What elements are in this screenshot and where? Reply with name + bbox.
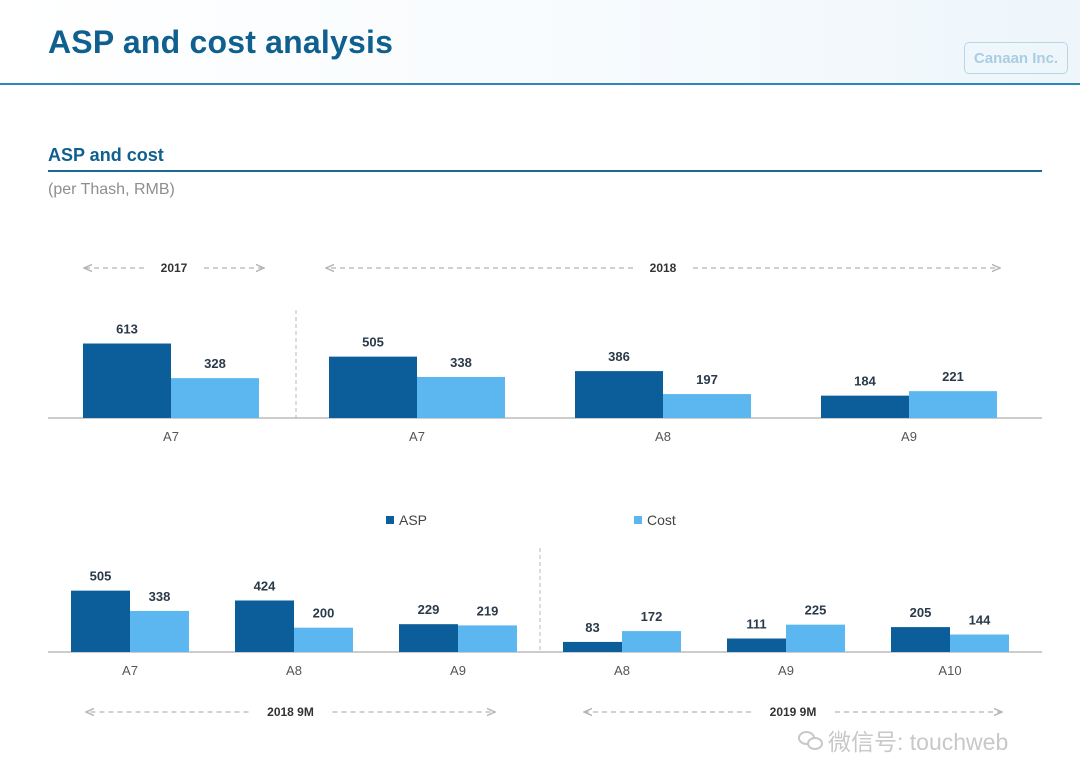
data-label-cost-a7: 338 — [149, 589, 171, 604]
wechat-watermark: 微信号: touchweb — [798, 723, 1008, 757]
data-label-asp-a9: 229 — [418, 602, 440, 617]
category-label-a8: A8 — [286, 663, 302, 678]
watermark-text: 微信号: touchweb — [828, 729, 1009, 755]
bar-cost-a9 — [458, 625, 517, 652]
legend-cost-swatch — [634, 516, 642, 524]
wechat-icon — [798, 729, 824, 751]
data-label-cost-a8: 200 — [313, 606, 335, 621]
category-label-a9: A9 — [778, 663, 794, 678]
legend-cost: Cost — [634, 512, 676, 528]
legend-asp-label: ASP — [399, 512, 428, 528]
bar-asp-a7 — [329, 356, 417, 418]
data-label-asp-a7: 505 — [90, 569, 112, 584]
data-label-asp-a8: 386 — [608, 349, 630, 364]
unit-label: (per Thash, RMB) — [48, 181, 175, 198]
category-label-a8: A8 — [614, 663, 630, 678]
header-divider — [0, 83, 1080, 85]
data-label-cost-a7: 338 — [450, 355, 472, 370]
data-label-cost-a7: 328 — [204, 356, 226, 371]
category-label-a10: A10 — [938, 663, 961, 678]
bar-asp-a10 — [891, 627, 950, 652]
data-label-asp-a7: 505 — [362, 335, 384, 350]
period-label-2019-9m: 2019 9M — [770, 705, 817, 719]
category-label-a9: A9 — [901, 429, 917, 444]
data-label-cost-a9: 221 — [942, 369, 964, 384]
category-label-a9: A9 — [450, 663, 466, 678]
data-label-cost-a8: 197 — [696, 372, 718, 387]
data-label-cost-a8: 172 — [641, 609, 663, 624]
period-label-2018: 2018 — [650, 261, 677, 275]
legend-asp-swatch — [386, 516, 394, 524]
bar-cost-a8 — [622, 631, 681, 652]
bar-asp-a8 — [575, 371, 663, 418]
category-label-a7: A7 — [122, 663, 138, 678]
data-label-asp-a7: 613 — [116, 322, 138, 337]
bar-asp-a9 — [727, 638, 786, 652]
company-logo: Canaan Inc. — [964, 42, 1068, 74]
data-label-asp-a8: 83 — [585, 620, 599, 635]
bar-cost-a8 — [663, 394, 751, 418]
bar-asp-a8 — [235, 600, 294, 652]
header-band — [0, 0, 1080, 84]
bar-cost-a7 — [130, 610, 189, 652]
data-label-asp-a9: 184 — [854, 374, 876, 389]
bar-cost-a9 — [909, 391, 997, 418]
period-label-2017: 2017 — [161, 261, 188, 275]
bar-asp-a8 — [563, 641, 622, 652]
bar-asp-a7 — [71, 590, 130, 652]
bar-asp-a7 — [83, 343, 171, 418]
data-label-asp-a9: 111 — [746, 617, 766, 632]
bar-cost-a8 — [294, 627, 353, 652]
bar-asp-a9 — [821, 395, 909, 418]
bar-cost-a9 — [786, 624, 845, 652]
section-divider — [48, 170, 1042, 172]
data-label-cost-a10: 144 — [969, 613, 991, 628]
bar-asp-a9 — [399, 624, 458, 652]
category-label-a7: A7 — [163, 429, 179, 444]
data-label-asp-a8: 424 — [254, 578, 276, 593]
category-label-a7: A7 — [409, 429, 425, 444]
data-label-asp-a10: 205 — [910, 605, 932, 620]
legend-asp: ASP — [386, 512, 427, 528]
data-label-cost-a9: 219 — [477, 603, 499, 618]
bar-cost-a7 — [171, 378, 259, 418]
section-title: ASP and cost — [48, 145, 164, 165]
bar-cost-a7 — [417, 376, 505, 418]
page-title: ASP and cost analysis — [48, 24, 394, 60]
category-label-a8: A8 — [655, 429, 671, 444]
data-label-cost-a9: 225 — [805, 603, 827, 618]
legend-cost-label: Cost — [647, 512, 676, 528]
period-label-2018-9m: 2018 9M — [267, 705, 314, 719]
bar-cost-a10 — [950, 634, 1009, 652]
